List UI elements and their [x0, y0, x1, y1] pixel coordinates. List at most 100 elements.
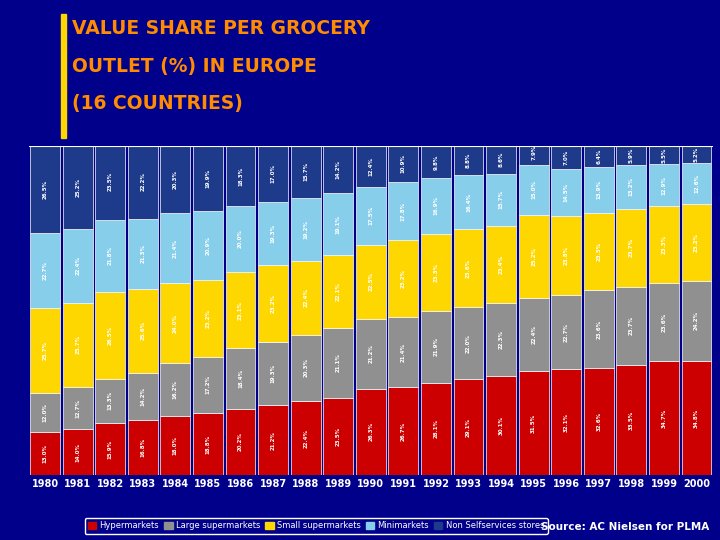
Text: 23.5%: 23.5% [596, 242, 601, 261]
Text: (16 COUNTRIES): (16 COUNTRIES) [72, 94, 243, 113]
Bar [193, 280, 223, 356]
Text: 25.7%: 25.7% [42, 341, 48, 360]
Bar [356, 146, 386, 187]
Text: 33.5%: 33.5% [629, 410, 634, 430]
Text: 22.1%: 22.1% [336, 282, 341, 301]
Bar [323, 398, 354, 475]
Bar [356, 187, 386, 245]
Text: 21.9%: 21.9% [433, 337, 438, 356]
Text: 19.9%: 19.9% [205, 169, 210, 188]
Bar [616, 146, 647, 165]
Text: 21.4%: 21.4% [401, 342, 406, 361]
Bar [454, 175, 484, 229]
Text: 22.7%: 22.7% [42, 261, 48, 280]
Text: 25.7%: 25.7% [75, 335, 80, 354]
Bar [161, 146, 190, 213]
Bar [291, 401, 320, 475]
Text: 8.8%: 8.8% [466, 153, 471, 168]
Text: 14.2%: 14.2% [140, 387, 145, 406]
Text: 19.3%: 19.3% [271, 224, 276, 243]
Text: 23.6%: 23.6% [596, 319, 601, 339]
Text: 22.3%: 22.3% [498, 330, 503, 349]
Text: 12.4%: 12.4% [369, 157, 373, 176]
Text: 14.2%: 14.2% [336, 160, 341, 179]
Text: 22.4%: 22.4% [303, 288, 308, 307]
Text: 23.2%: 23.2% [401, 269, 406, 288]
Text: 23.4%: 23.4% [498, 254, 503, 274]
Text: 9.8%: 9.8% [433, 154, 438, 170]
Bar [682, 163, 711, 205]
Bar [421, 178, 451, 234]
Bar [323, 193, 354, 255]
Text: 30.1%: 30.1% [498, 416, 503, 435]
Text: 5.2%: 5.2% [694, 147, 699, 162]
Text: 15.7%: 15.7% [498, 190, 503, 209]
Text: 7.9%: 7.9% [531, 145, 536, 160]
Bar [388, 181, 418, 240]
Text: 21.1%: 21.1% [336, 354, 341, 373]
Text: 19.2%: 19.2% [303, 220, 308, 239]
Bar [584, 213, 613, 290]
Bar [63, 146, 93, 229]
Text: 24.0%: 24.0% [173, 314, 178, 333]
Bar [63, 387, 93, 429]
Text: 16.8%: 16.8% [140, 438, 145, 457]
Text: 32.1%: 32.1% [564, 413, 569, 432]
Bar [649, 361, 679, 475]
Text: 20.3%: 20.3% [303, 359, 308, 377]
Text: 26.5%: 26.5% [108, 326, 113, 345]
Bar [682, 361, 711, 475]
Bar [421, 310, 451, 383]
Bar [225, 146, 256, 206]
Text: 25.2%: 25.2% [531, 247, 536, 266]
Bar [95, 220, 125, 292]
Bar [258, 265, 288, 342]
Bar [518, 214, 549, 298]
Text: OUTLET (%) IN EUROPE: OUTLET (%) IN EUROPE [72, 57, 317, 76]
Bar [649, 146, 679, 164]
Bar [421, 234, 451, 310]
Text: 22.0%: 22.0% [466, 334, 471, 353]
Bar [682, 281, 711, 361]
Bar [161, 284, 190, 362]
Bar [518, 165, 549, 214]
Text: 13.2%: 13.2% [629, 178, 634, 197]
Text: 17.2%: 17.2% [205, 375, 210, 394]
Bar [682, 146, 711, 163]
Bar [486, 376, 516, 475]
Bar [388, 387, 418, 475]
Bar [486, 145, 516, 174]
Bar [128, 219, 158, 289]
Bar [30, 233, 60, 308]
Text: 23.1%: 23.1% [238, 300, 243, 320]
Text: 20.9%: 20.9% [205, 237, 210, 255]
Text: 18.3%: 18.3% [238, 166, 243, 186]
Bar [616, 287, 647, 365]
Bar [454, 146, 484, 175]
Text: 17.5%: 17.5% [369, 206, 373, 225]
Text: 26.7%: 26.7% [401, 422, 406, 441]
Bar [421, 146, 451, 178]
Bar [225, 409, 256, 475]
Bar [95, 423, 125, 475]
Text: 23.8%: 23.8% [564, 246, 569, 265]
Bar [552, 217, 581, 295]
Text: 7.0%: 7.0% [564, 150, 569, 165]
Bar [95, 143, 125, 220]
Text: 23.3%: 23.3% [662, 235, 667, 254]
Bar [454, 379, 484, 475]
Bar [161, 362, 190, 416]
Bar [128, 420, 158, 475]
Text: 12.7%: 12.7% [75, 399, 80, 417]
Bar [30, 393, 60, 433]
Bar [193, 211, 223, 280]
Bar [552, 145, 581, 168]
Text: 15.9%: 15.9% [108, 440, 113, 458]
Bar [356, 389, 386, 475]
Bar [649, 164, 679, 206]
Bar [584, 368, 613, 475]
Text: 23.6%: 23.6% [662, 313, 667, 332]
Text: 25.6%: 25.6% [140, 321, 145, 341]
Text: 12.0%: 12.0% [42, 403, 48, 422]
Text: 16.4%: 16.4% [466, 193, 471, 212]
